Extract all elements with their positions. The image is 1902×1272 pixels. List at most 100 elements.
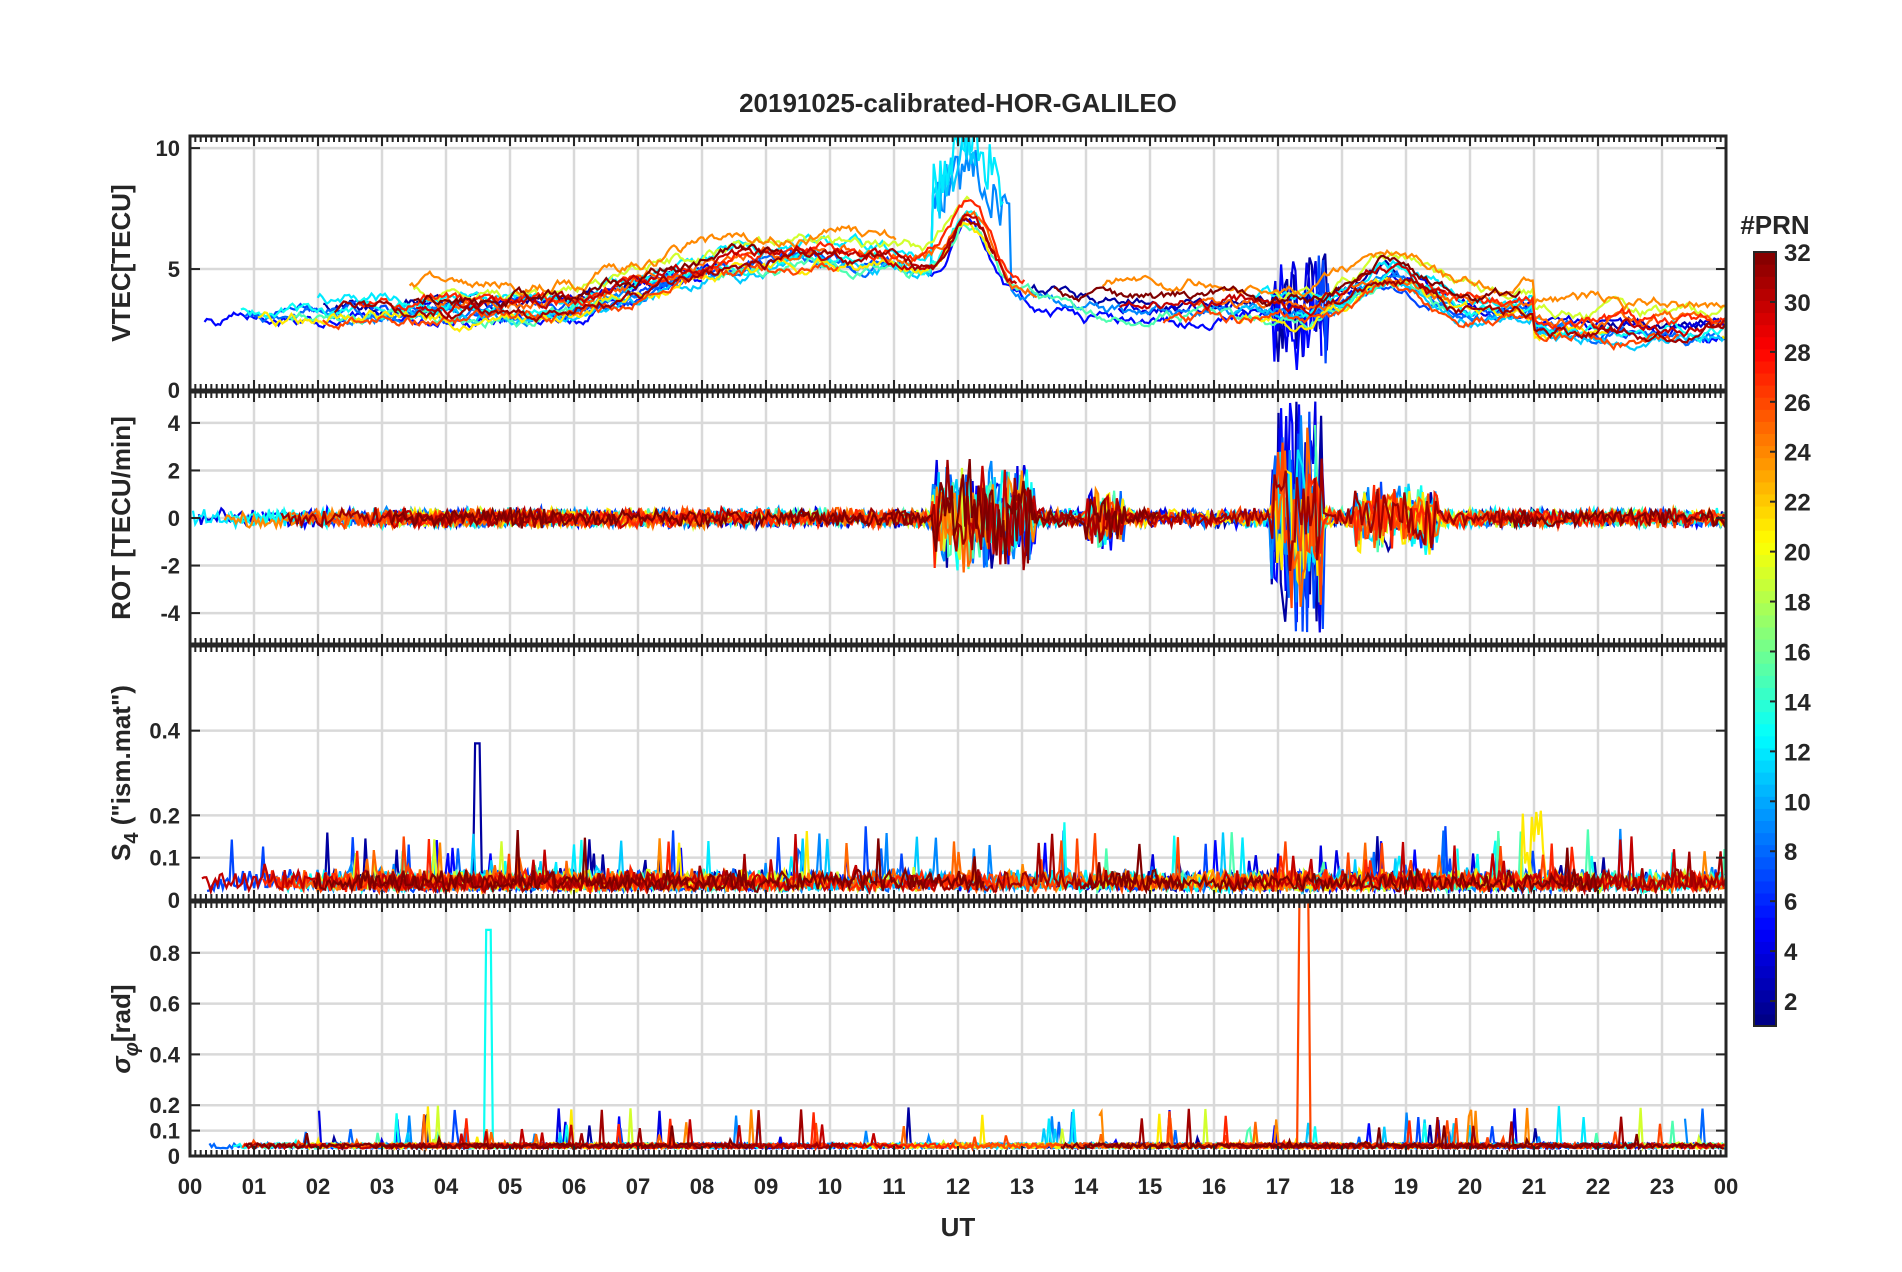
colorbar-segment <box>1754 554 1776 568</box>
vtec-series <box>203 136 1726 370</box>
vtec-y-tick-label: 5 <box>168 257 180 282</box>
colorbar-segment <box>1754 493 1776 507</box>
colorbar-segment <box>1754 276 1776 289</box>
colorbar-segment <box>1754 372 1776 386</box>
colorbar-segment <box>1754 614 1776 628</box>
colorbar-tick-label: 2 <box>1784 989 1797 1016</box>
colorbar-tick-label: 16 <box>1784 639 1811 666</box>
colorbar-segment <box>1754 917 1776 930</box>
colorbar-segment <box>1754 518 1776 531</box>
vtec-series-prn-26 <box>1162 278 1679 351</box>
panel-vtec: 0 5 10 VTEC[TECU] <box>106 134 1728 403</box>
colorbar-segment <box>1754 747 1776 761</box>
vtec-series-prn-24 <box>1101 249 1726 311</box>
x-tick-label: 18 <box>1330 1174 1354 1199</box>
x-tick-label: 22 <box>1586 1174 1610 1199</box>
colorbar-segment <box>1754 772 1776 785</box>
x-tick-label: 02 <box>306 1174 330 1199</box>
colorbar-segment <box>1754 796 1776 809</box>
vtec-series-prn-31 <box>1323 276 1726 344</box>
sigma-y-tick-label: 0.6 <box>149 992 180 1017</box>
vtec-series-prn-27 <box>1428 284 1726 332</box>
s4-series-prn-33 <box>312 829 985 895</box>
colorbar-tick-label: 12 <box>1784 739 1811 766</box>
colorbar-segment <box>1754 288 1776 301</box>
x-tick-label: 04 <box>434 1174 459 1199</box>
colorbar-segment <box>1754 469 1776 483</box>
colorbar-tick-label: 20 <box>1784 540 1811 567</box>
s4-y-tick-label: 0 <box>168 888 180 913</box>
s4-y-tick-label: 0.1 <box>149 846 180 871</box>
x-tick-label: 21 <box>1522 1174 1546 1199</box>
sigma-series-prn-33 <box>1060 1125 1725 1151</box>
colorbar-segment <box>1754 409 1776 422</box>
colorbar-tick-label: 32 <box>1784 240 1811 267</box>
colorbar-segment <box>1754 264 1776 277</box>
colorbar-tick-label: 26 <box>1784 390 1811 417</box>
colorbar-segment <box>1754 723 1776 737</box>
colorbar-label: #PRN <box>1740 210 1809 240</box>
colorbar-segment <box>1754 360 1776 374</box>
colorbar-segment <box>1754 252 1776 265</box>
panel-s4: 0 0.1 0.2 0.4S4 ("ism.mat") <box>106 644 1728 913</box>
colorbar-segment <box>1754 977 1776 991</box>
x-tick-label: 09 <box>754 1174 778 1199</box>
s4-y-axis-label: S4 ("ism.mat") <box>106 685 143 861</box>
panel-rot: -4 -2 0 2 4 ROT [TECU/min] <box>106 390 1728 646</box>
colorbar-segment <box>1754 699 1776 713</box>
x-tick-label: 10 <box>818 1174 842 1199</box>
x-tick-label: 01 <box>242 1174 266 1199</box>
x-tick-label: 17 <box>1266 1174 1290 1199</box>
vtec-y-axis-label: VTEC[TECU] <box>106 184 136 341</box>
colorbar-segment <box>1754 578 1776 592</box>
colorbar-segment <box>1754 602 1776 616</box>
rot-y-tick-label: 2 <box>168 458 180 483</box>
x-axis-label: UT <box>941 1212 976 1242</box>
colorbar-segment <box>1754 675 1776 688</box>
colorbar-segment <box>1754 808 1776 822</box>
colorbar-tick-label: 10 <box>1784 789 1811 816</box>
x-tick-label: 16 <box>1202 1174 1226 1199</box>
colorbar-segment <box>1754 651 1776 664</box>
colorbar-segment <box>1754 324 1776 338</box>
x-tick-label: 00 <box>1714 1174 1738 1199</box>
sigma-series-prn-2 <box>869 1107 1206 1151</box>
colorbar-tick-label: 22 <box>1784 490 1811 517</box>
x-tick-label: 07 <box>626 1174 650 1199</box>
colorbar-segment <box>1754 844 1776 858</box>
rot-series <box>191 401 1726 633</box>
colorbar-segment <box>1754 820 1776 834</box>
colorbar-segment <box>1754 735 1776 749</box>
rot-ticks <box>189 392 1727 644</box>
colorbar-segment <box>1754 639 1776 652</box>
chart-title: 20191025-calibrated-HOR-GALILEO <box>739 88 1177 118</box>
x-tick-label: 08 <box>690 1174 714 1199</box>
x-tick-label: 19 <box>1394 1174 1418 1199</box>
vtec-series-prn-30 <box>1119 262 1445 317</box>
rot-series-prn-30 <box>1492 507 1725 530</box>
colorbar-segment <box>1754 530 1776 543</box>
colorbar-segment <box>1754 989 1776 1003</box>
x-tick-label: 13 <box>1010 1174 1034 1199</box>
colorbar-segment <box>1754 965 1776 979</box>
colorbar-segment <box>1754 929 1776 942</box>
colorbar-segment <box>1754 626 1776 640</box>
panel-sigma: 00.10.2 0.4 0.6 0.8σφ[rad] <box>106 900 1728 1169</box>
sigma-series <box>208 902 1726 1153</box>
colorbar-segment <box>1754 832 1776 846</box>
sigma-y-tick-label: 0.8 <box>149 941 180 966</box>
colorbar-segment <box>1754 590 1776 604</box>
sigma-y-tick-label: 0.4 <box>149 1042 180 1067</box>
colorbar-segment <box>1754 445 1776 459</box>
vtec-y-tick-label: 0 <box>168 378 180 403</box>
sigma-y-tick-label: 0.1 <box>149 1119 180 1144</box>
colorbar-segment <box>1754 953 1776 967</box>
s4-y-tick-label: 0.2 <box>149 803 180 828</box>
rot-series-prn-27 <box>360 495 941 569</box>
sigma-ticks <box>189 902 1727 1157</box>
colorbar-segment <box>1754 348 1776 362</box>
vtec-series-prn-26 <box>322 261 839 331</box>
colorbar-tick-label: 14 <box>1784 689 1811 716</box>
rot-series-prn-25 <box>291 491 983 573</box>
vtec-y-tick-label: 10 <box>156 136 180 161</box>
